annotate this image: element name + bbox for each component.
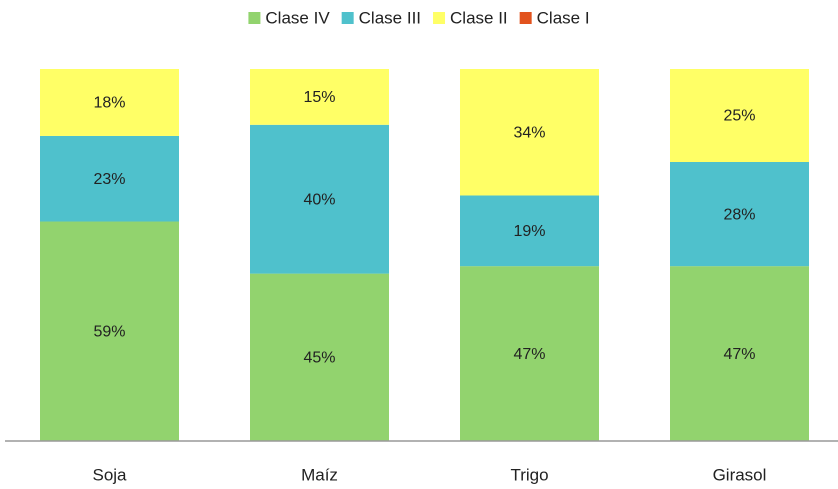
legend-label: Clase III [359, 8, 421, 27]
data-label: 59% [93, 323, 125, 340]
legend-label: Clase II [450, 8, 508, 27]
bar-segment [460, 195, 599, 267]
data-label: 45% [303, 350, 335, 367]
data-label: 28% [723, 206, 755, 223]
legend-label: Clase IV [265, 8, 330, 27]
bar-segment [40, 221, 179, 441]
x-tick-label: Trigo [510, 465, 548, 484]
x-tick-label: Girasol [713, 465, 767, 484]
data-label: 40% [303, 191, 335, 208]
bar-segment [250, 273, 389, 441]
legend-swatch [341, 12, 354, 24]
data-label: 47% [723, 346, 755, 363]
data-label: 47% [513, 346, 545, 363]
bar-segment [670, 69, 809, 162]
bar-segment [460, 69, 599, 196]
data-label: 19% [513, 223, 545, 240]
bar-segment [40, 135, 179, 222]
x-tick-label: Soja [92, 465, 127, 484]
bar-segment [670, 162, 809, 267]
legend-label: Clase I [537, 8, 590, 27]
data-label: 25% [723, 108, 755, 125]
x-tick-label: Maíz [301, 465, 338, 484]
data-label: 18% [93, 95, 125, 112]
bar-segment [40, 69, 179, 136]
data-label: 15% [303, 89, 335, 106]
legend-swatch [248, 12, 261, 24]
bar-segment [460, 266, 599, 441]
bar-segment [670, 266, 809, 441]
legend-swatch [433, 12, 446, 24]
data-label: 23% [93, 171, 125, 188]
data-label: 34% [513, 124, 545, 141]
bar-segment [250, 69, 389, 125]
legend-swatch [519, 12, 532, 24]
bar-segment [250, 124, 389, 274]
